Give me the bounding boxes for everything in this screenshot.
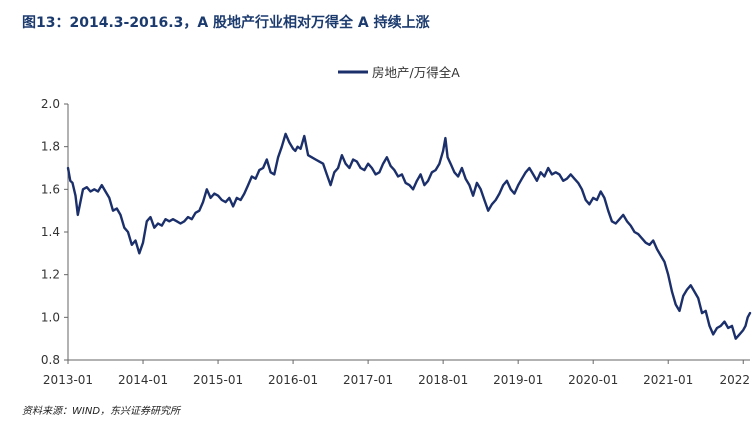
y-tick-label: 1.2 — [41, 268, 60, 282]
x-tick-label: 2018-01 — [418, 373, 468, 387]
legend: 房地产/万得全A — [338, 65, 460, 80]
plot-area — [66, 132, 752, 340]
y-tick-label: 1.0 — [41, 310, 60, 324]
x-tick-label: 2021-01 — [643, 373, 693, 387]
y-tick-label: 2.0 — [41, 97, 60, 111]
x-tick-label: 2015-01 — [193, 373, 243, 387]
axes: 0.8 1.0 1.2 1.4 1.6 1.8 2.0 2013-01 2014-01 2015-… — [41, 97, 750, 387]
x-tick-label: 2022 — [719, 373, 750, 387]
y-tick-label: 1.4 — [41, 225, 60, 239]
source-note: 资料来源：WIND，东兴证券研究所 — [22, 406, 181, 417]
x-tick-label: 2016-01 — [268, 373, 318, 387]
y-tick-label: 1.6 — [41, 182, 60, 196]
y-tick-label: 1.8 — [41, 140, 60, 154]
y-tick-label: 0.8 — [41, 353, 60, 367]
x-tick-label: 2020-01 — [568, 373, 618, 387]
legend-label: 房地产/万得全A — [372, 65, 460, 80]
x-tick-label: 2013-01 — [43, 373, 93, 387]
x-tick-label: 2017-01 — [343, 373, 393, 387]
series-line — [66, 132, 752, 340]
line-chart: 房地产/万得全A 0.8 1.0 1.2 1.4 1.6 1.8 2.0 2013-01 201… — [41, 65, 752, 387]
x-tick-label: 2019-01 — [493, 373, 543, 387]
x-tick-label: 2014-01 — [118, 373, 168, 387]
figure-title: 图13：2014.3-2016.3，A 股地产行业相对万得全 A 持续上涨 — [22, 15, 430, 31]
